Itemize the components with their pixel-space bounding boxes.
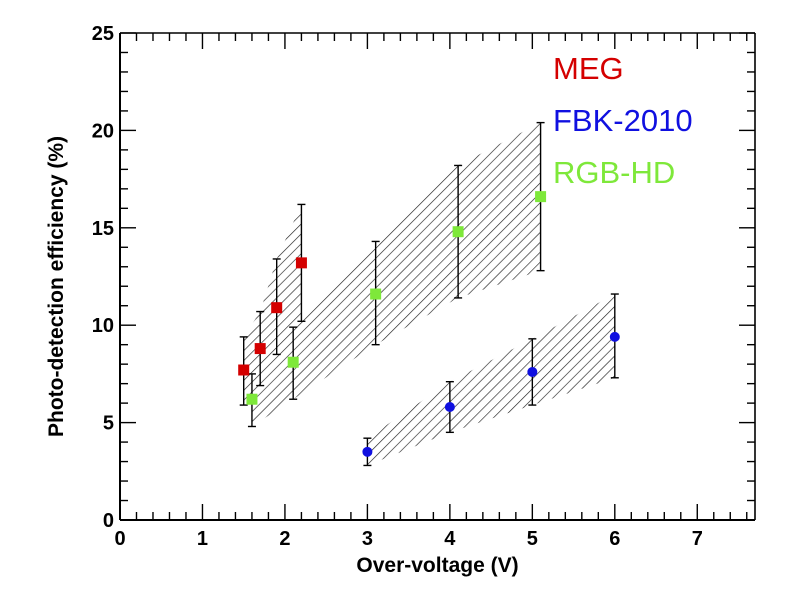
data-point-series-0 bbox=[271, 302, 283, 314]
data-point-series-1 bbox=[444, 402, 455, 413]
y-tick-label: 5 bbox=[103, 413, 114, 435]
data-point-series-0 bbox=[295, 257, 307, 269]
x-axis-label: Over-voltage (V) bbox=[356, 554, 518, 577]
x-tick-label: 1 bbox=[197, 528, 208, 550]
y-axis-label: Photo-detection efficiency (%) bbox=[45, 136, 68, 437]
y-tick-label: 15 bbox=[92, 218, 114, 240]
data-point-series-2 bbox=[370, 288, 382, 300]
y-tick-label: 25 bbox=[92, 23, 114, 45]
x-tick-label: 7 bbox=[692, 528, 703, 550]
x-tick-label: 6 bbox=[609, 528, 620, 550]
x-tick-label: 0 bbox=[114, 528, 125, 550]
data-point-series-1 bbox=[527, 366, 538, 377]
y-tick-label: 0 bbox=[103, 510, 114, 532]
legend: MEG FBK-2010 RGB-HD bbox=[553, 51, 693, 190]
data-point-series-1 bbox=[609, 331, 620, 342]
x-tick-label: 4 bbox=[444, 528, 456, 550]
y-tick-label: 10 bbox=[92, 315, 114, 337]
legend-entry-1: FBK-2010 bbox=[553, 103, 693, 138]
data-point-series-0 bbox=[254, 343, 266, 355]
data-point-series-1 bbox=[362, 446, 373, 457]
error-bars bbox=[239, 121, 619, 467]
data-points bbox=[238, 191, 620, 457]
data-point-series-2 bbox=[535, 191, 547, 203]
data-point-series-2 bbox=[287, 356, 299, 368]
data-point-series-2 bbox=[246, 393, 258, 405]
legend-entry-2: RGB-HD bbox=[553, 155, 675, 190]
axis-tick-labels: 0 1 2 3 4 5 6 7 0 5 10 15 20 25 bbox=[92, 23, 703, 550]
x-tick-label: 5 bbox=[527, 528, 538, 550]
data-point-series-0 bbox=[238, 364, 250, 376]
x-tick-label: 2 bbox=[279, 528, 290, 550]
band-series-2 bbox=[251, 122, 541, 427]
data-point-series-2 bbox=[452, 226, 464, 238]
axis-ticks bbox=[119, 32, 755, 521]
y-tick-label: 20 bbox=[92, 120, 114, 142]
x-tick-label: 3 bbox=[362, 528, 373, 550]
plot-frame bbox=[119, 32, 756, 521]
band-series-1 bbox=[367, 294, 615, 466]
legend-entry-0: MEG bbox=[553, 51, 624, 86]
